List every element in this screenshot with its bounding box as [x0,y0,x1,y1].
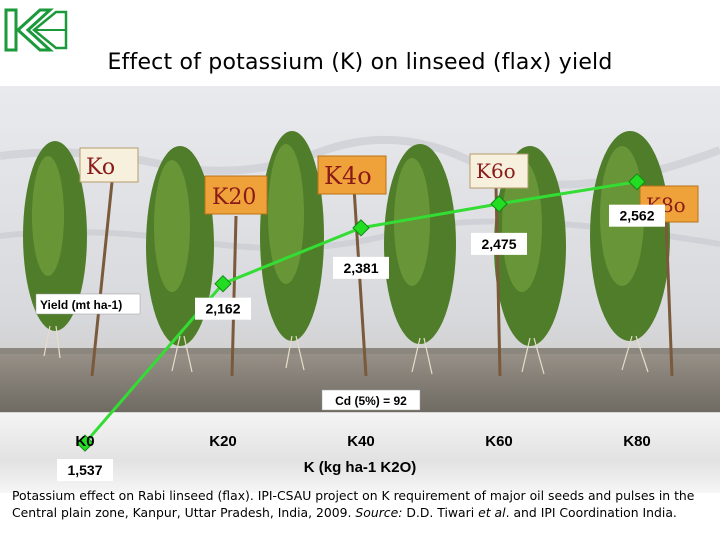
axis-band [0,412,720,493]
ipi-k-logo-icon [4,8,68,52]
caption-part1: Potassium effect on Rabi linseed (flax).… [12,488,695,520]
sign-k0: Ko [86,155,115,180]
sign-k20: K20 [212,185,256,210]
sign-k80: K8o [646,193,686,217]
caption-etal: et al [478,505,506,520]
slide-caption: Potassium effect on Rabi linseed (flax).… [12,487,712,521]
caption-part3: . and IPI Coordination India. [505,505,677,520]
slide-title: Effect of potassium (K) on linseed (flax… [107,50,613,75]
sign-k40: K4o [324,162,372,190]
sign-k60: K6o [476,159,516,183]
field-photo: Ko K20 K4o K6o K8o [0,86,720,412]
caption-part2: D.D. Tiwari [402,505,479,520]
caption-source-label: Source: [355,505,403,520]
